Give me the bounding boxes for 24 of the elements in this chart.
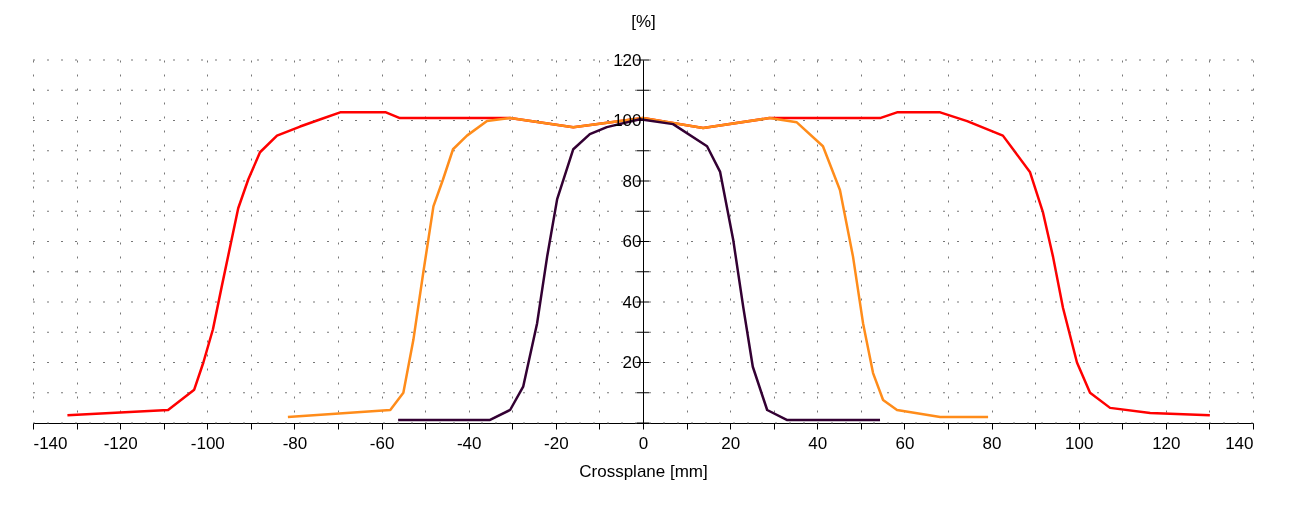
x-tick-label: -140	[33, 433, 68, 453]
x-tick-label: 140	[1225, 433, 1254, 453]
x-tick-label: -80	[282, 433, 308, 453]
y-tick-label: 100	[613, 111, 642, 130]
x-tick-label: 0	[638, 433, 649, 453]
x-tick-label: -120	[103, 433, 138, 453]
x-tick-label: -40	[456, 433, 482, 453]
x-tick-label: 80	[982, 433, 1002, 453]
y-tick-label: 60	[622, 232, 642, 251]
x-tick-label: -100	[190, 433, 225, 453]
x-tick-label: 60	[895, 433, 915, 453]
x-tick-label: -60	[369, 433, 395, 453]
x-tick-label: -20	[544, 433, 569, 453]
line-series	[286, 116, 990, 419]
y-axis-title: [%]	[631, 11, 656, 31]
y-tick-label: 120	[613, 50, 642, 70]
x-axis-title: Crossplane [mm]	[579, 461, 708, 481]
y-tick-label: 40	[622, 292, 642, 312]
y-tick-label: 80	[622, 171, 642, 191]
y-tick-label: 20	[622, 353, 642, 372]
x-tick-label: 120	[1152, 433, 1181, 453]
x-tick-label: 20	[721, 433, 741, 453]
x-tick-label: 100	[1065, 433, 1094, 453]
x-tick-label: 40	[808, 433, 828, 453]
